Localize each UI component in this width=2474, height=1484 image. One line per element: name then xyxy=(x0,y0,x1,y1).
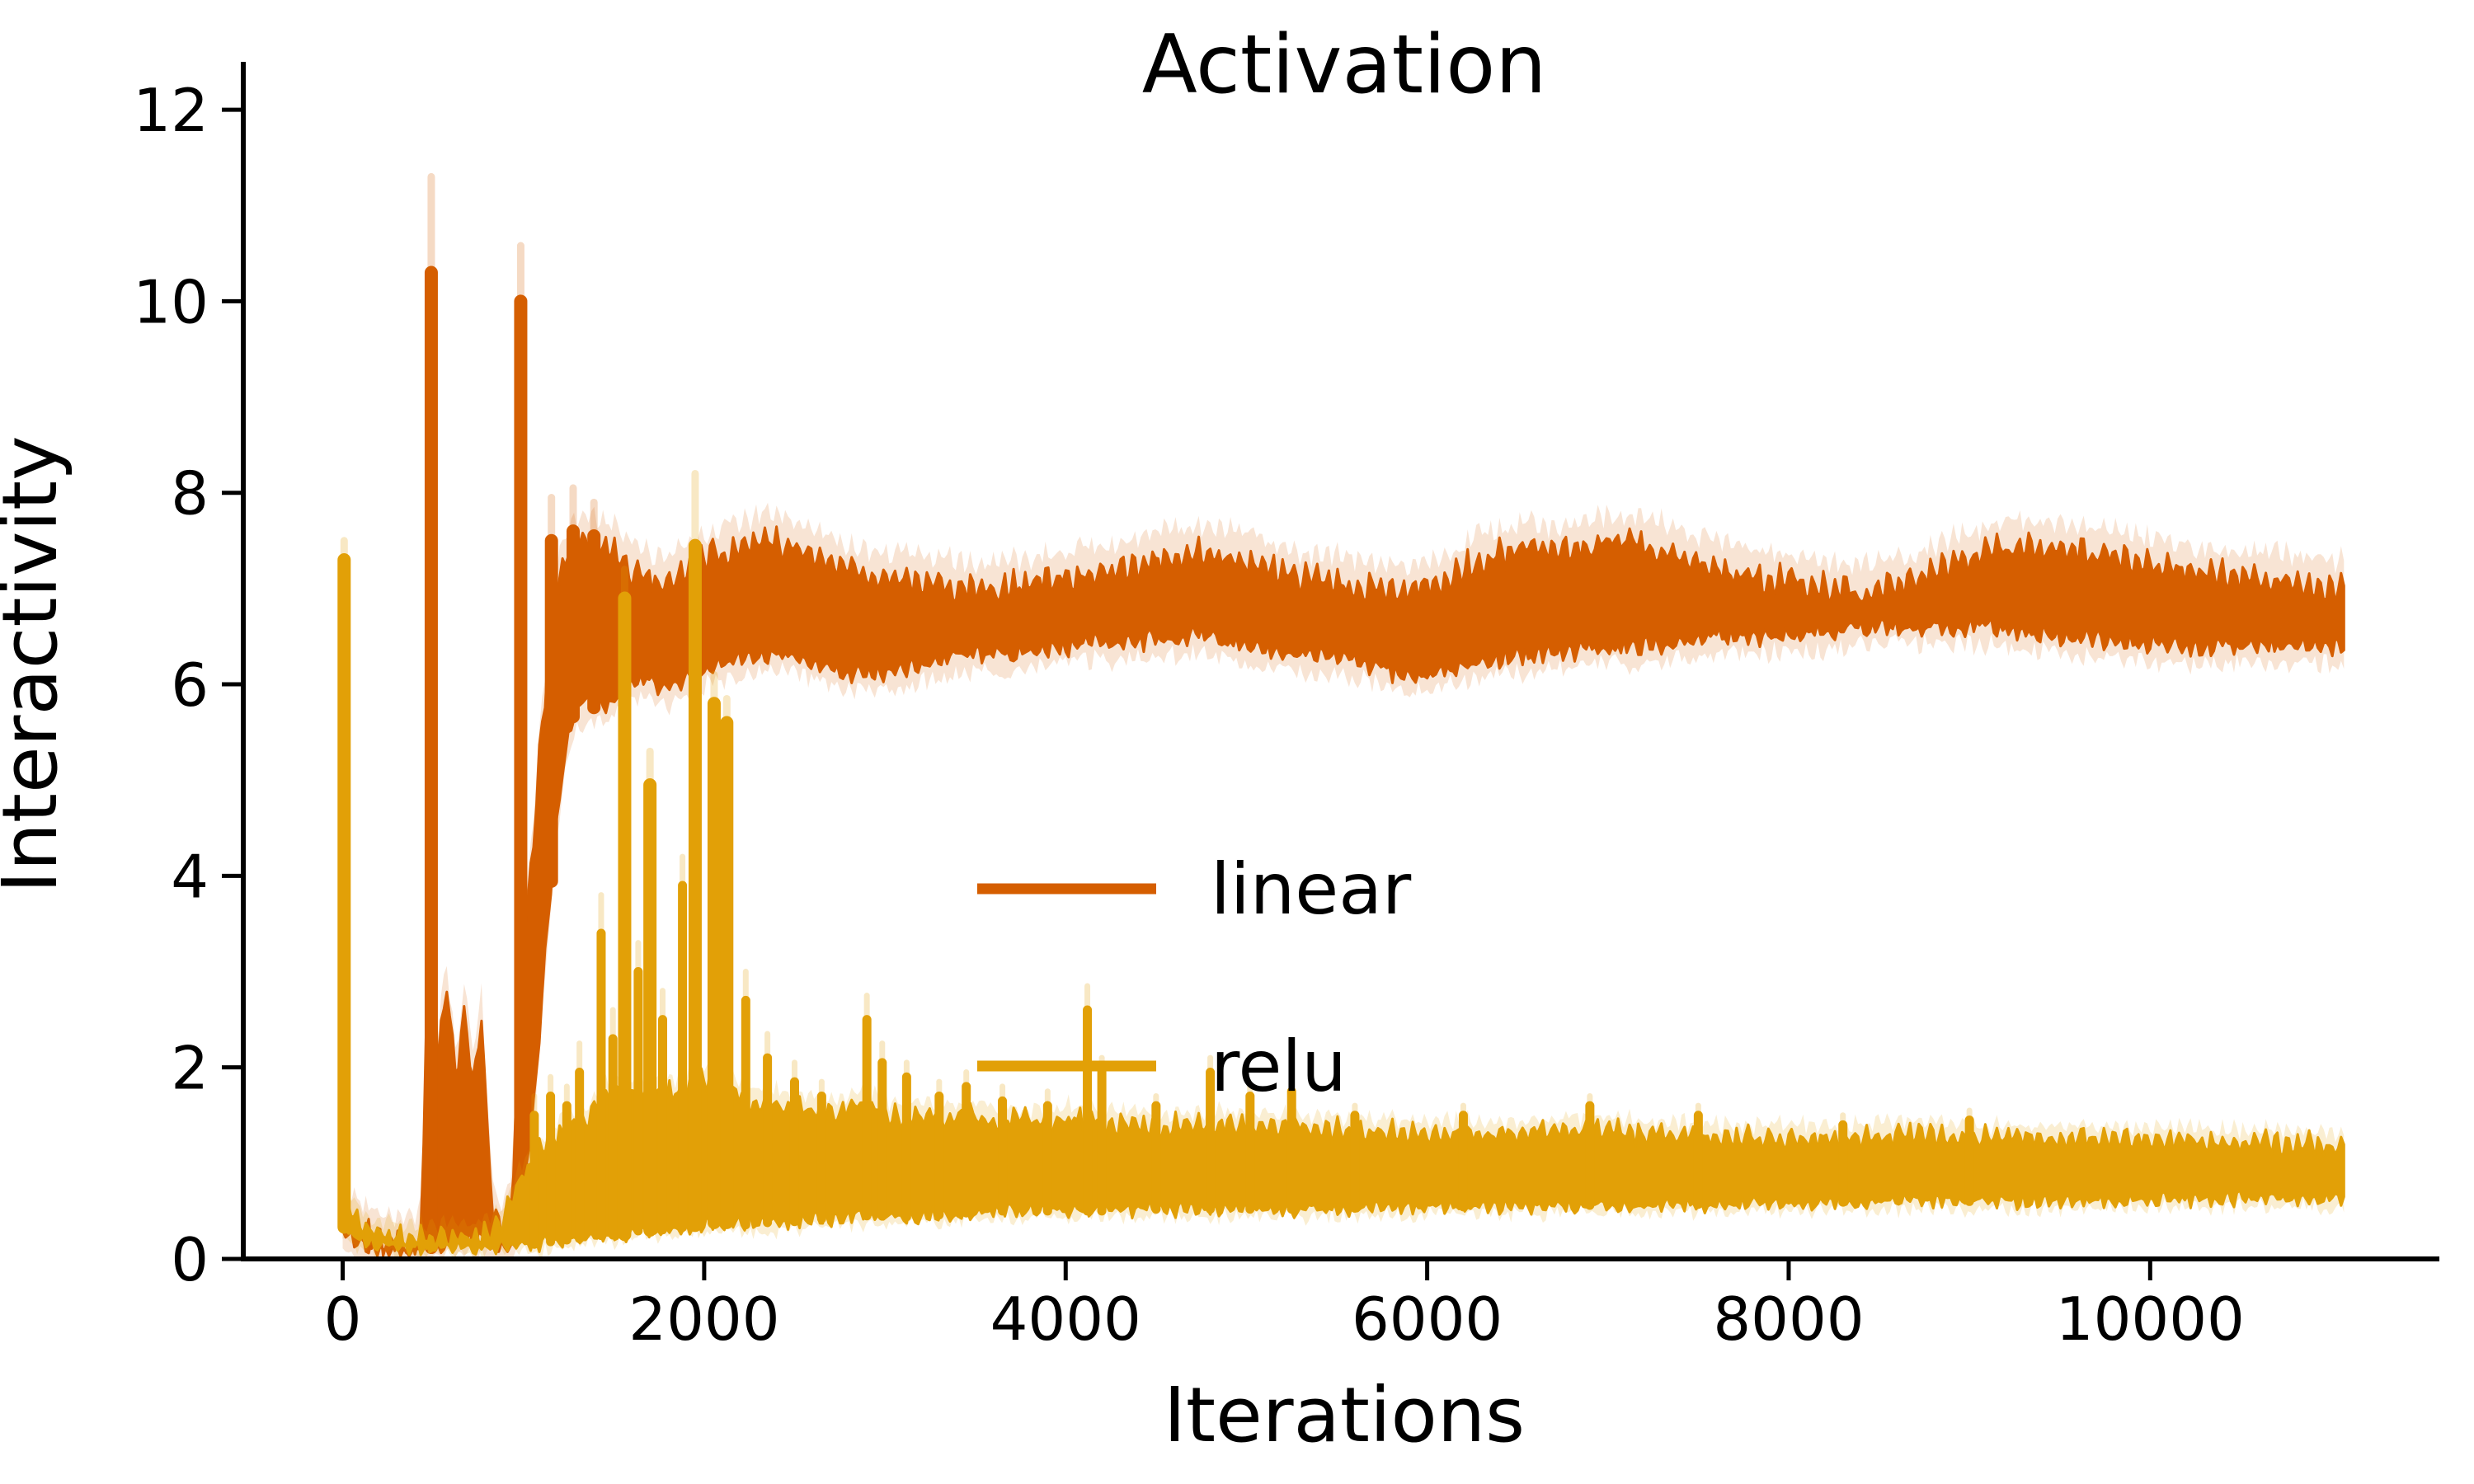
y-tick-label: 12 xyxy=(133,76,209,145)
relu-band xyxy=(341,1064,2345,1256)
x-tick-label: 6000 xyxy=(1352,1284,1503,1354)
y-tick-label: 2 xyxy=(171,1034,209,1103)
legend: linear relu xyxy=(977,848,1412,1108)
y-tick-label: 0 xyxy=(171,1225,209,1294)
x-tick-label: 10000 xyxy=(2056,1284,2245,1354)
plot-area xyxy=(337,172,2345,1257)
x-tick-label: 4000 xyxy=(990,1284,1141,1354)
x-tick-label: 0 xyxy=(324,1284,362,1354)
linear-envelope xyxy=(342,502,2345,1257)
x-tick-label: 8000 xyxy=(1713,1284,1864,1354)
y-tick-label: 8 xyxy=(171,459,209,528)
y-tick-label: 10 xyxy=(133,267,209,336)
x-axis-label: Iterations xyxy=(1164,1371,1525,1459)
y-tick-label: 4 xyxy=(171,842,209,911)
legend-label-linear: linear xyxy=(1211,848,1412,931)
ticks-layer: 0 2000 4000 6000 8000 10000 0 2 4 6 8 10 12 xyxy=(133,76,2244,1354)
linear-band xyxy=(341,525,2345,1257)
y-axis-label: Interactivity xyxy=(0,435,74,893)
series-linear xyxy=(341,172,2345,1257)
x-tick-label: 2000 xyxy=(628,1284,779,1354)
series-relu xyxy=(337,469,2345,1257)
y-tick-label: 6 xyxy=(171,650,209,720)
legend-label-relu: relu xyxy=(1211,1026,1347,1108)
chart-title: Activation xyxy=(1142,18,1547,112)
